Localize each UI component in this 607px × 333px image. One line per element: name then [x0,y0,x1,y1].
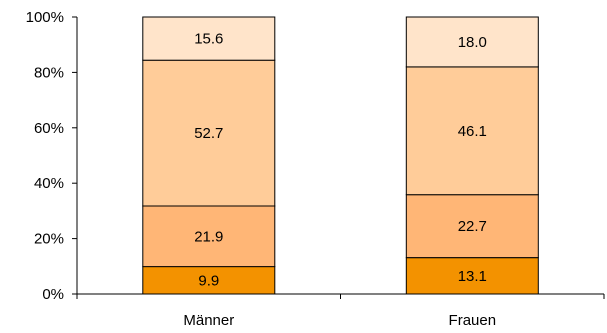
bar-segment-1-1 [405,194,539,259]
bars-layer [142,16,539,295]
bar-segment-0-1 [142,205,276,268]
x-tick-label-0: Männer [183,312,234,329]
data-label-0-1: 21.9 [194,228,223,245]
data-label-0-3: 15.6 [194,31,223,48]
bar-segment-1-3 [405,16,539,68]
y-tick-label-0: 0% [42,286,64,303]
y-tick-label-3: 60% [34,120,64,137]
y-tick-label-5: 100% [26,9,64,26]
y-tick-label-1: 20% [34,231,64,248]
bar-segment-0-0 [142,266,276,295]
data-label-1-3: 18.0 [458,34,487,51]
data-label-0-0: 9.9 [198,272,219,289]
data-label-1-1: 22.7 [458,218,487,235]
y-tick-label-2: 40% [34,175,64,192]
data-label-0-2: 52.7 [194,125,223,142]
bar-segment-0-3 [142,16,276,61]
labels-layer: 9.9 21.9 52.7 15.6 Männer 13.1 22.7 46.1 18.0 Fra… [26,9,496,329]
data-label-1-0: 13.1 [458,268,487,285]
data-label-1-2: 46.1 [458,123,487,140]
bar-segment-1-2 [405,66,539,196]
y-tick-label-4: 80% [34,64,64,81]
axes-layer [72,16,605,299]
x-tick-label-1: Frauen [449,312,497,329]
